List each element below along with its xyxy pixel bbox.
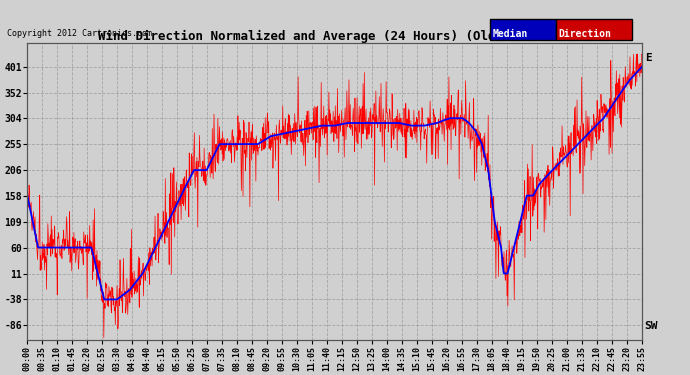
Text: Copyright 2012 Cartronics.com: Copyright 2012 Cartronics.com [7,28,152,38]
Title: Wind Direction Normalized and Average (24 Hours) (Old) 20120726: Wind Direction Normalized and Average (2… [99,30,571,44]
Text: Median: Median [493,29,528,39]
Text: Direction: Direction [558,29,611,39]
